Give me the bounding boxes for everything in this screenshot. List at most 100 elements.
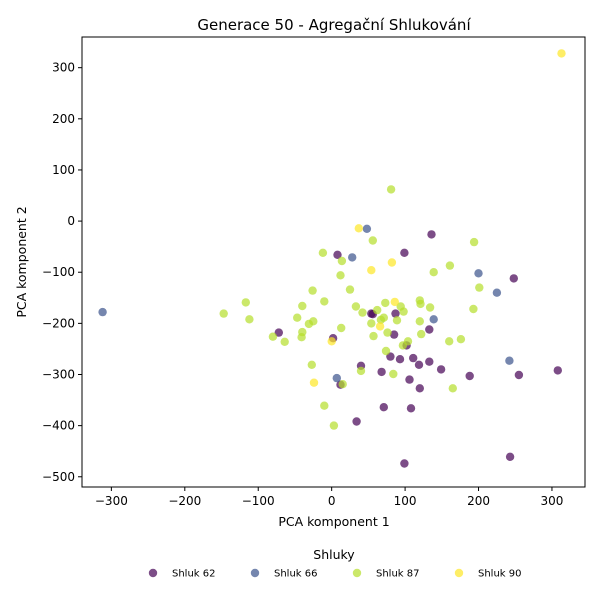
scatter-point [553,366,562,375]
scatter-point [456,335,466,344]
scatter-point [320,297,329,306]
scatter-point [377,367,386,377]
scatter-point [387,258,397,267]
scatter-point [400,459,409,468]
scatter-point [379,403,388,412]
scatter-point [400,248,409,257]
legend-marker [454,568,464,578]
scatter-point [327,337,336,346]
x-tick-label: −300 [95,494,128,508]
x-axis-title: PCA komponent 1 [278,514,389,529]
scatter-point [429,315,438,324]
scatter-point [337,256,347,266]
legend-label: Shluk 62 [172,569,216,580]
y-tick-label: 300 [52,61,75,75]
scatter-point [389,330,399,339]
scatter-point [505,356,514,365]
scatter-point [425,303,435,312]
x-tick-label: −100 [242,494,275,508]
x-tick-label: 100 [394,494,417,508]
scatter-point [425,325,434,334]
scatter-point [293,313,302,322]
scatter-point [241,298,250,307]
scatter-point [309,317,318,326]
scatter-point [298,301,307,311]
scatter-point [445,261,455,270]
scatter-point [333,250,342,259]
scatter-point [409,353,418,363]
scatter-point [509,274,518,283]
x-tick-label: 200 [467,494,490,508]
scatter-point [492,288,502,297]
y-tick-label: −500 [42,470,75,484]
scatter-point [356,366,366,376]
y-tick-label: 200 [52,112,75,126]
scatter-point [391,309,400,318]
scatter-point [469,304,478,314]
scatter-point [362,224,372,233]
scatter-point [386,185,396,194]
scatter-point [417,329,426,339]
x-axis: −300 −200 −100 0 100 200 300 [95,487,564,508]
scatter-point [320,401,329,410]
legend-label: Shluk 90 [478,569,522,580]
y-tick-label: −300 [42,368,75,382]
scatter-point [98,307,107,317]
chart-title: Generace 50 - Agregační Shlukování [197,16,471,34]
scatter-point [427,230,436,239]
x-tick-label: 300 [541,494,564,508]
scatter-point [351,302,361,311]
scatter-point [348,253,357,262]
legend-label: Shluk 66 [274,569,318,580]
scatter-point [416,299,425,309]
scatter-point [375,322,385,331]
y-tick-label: −200 [42,316,75,330]
scatter-point [474,269,483,278]
scatter-point [399,307,408,316]
legend-marker [148,568,158,578]
legend: Shluk 62 Shluk 66 Shluk 87 Shluk 90 [148,568,522,580]
scatter-point [405,375,414,384]
y-axis-title: PCA komponent 2 [14,206,29,317]
scatter-point [367,266,376,275]
scatter-point [557,49,566,58]
scatter-point [514,370,524,380]
scatter-point [268,332,278,341]
scatter-point [445,337,454,346]
scatter-point [352,417,361,426]
scatter-point [390,297,399,307]
scatter-point [338,380,347,389]
y-tick-label: −400 [42,419,75,433]
scatter-point [425,357,434,366]
scatter-point [436,365,446,374]
y-tick-label: 100 [52,163,75,177]
scatter-point [298,327,307,337]
scatter-point [373,305,382,315]
x-tick-label: 0 [328,494,336,508]
scatter-point [379,313,388,322]
legend-marker [250,568,260,578]
y-tick-label: −100 [42,265,75,279]
scatter-point [448,384,457,393]
scatter-point [368,236,377,245]
scatter-point [332,373,341,383]
scatter-point [415,384,424,393]
scatter-point [358,308,367,317]
scatter-point [429,268,438,277]
plot-points [98,49,566,468]
legend-marker [352,568,362,578]
scatter-point [395,355,405,364]
scatter-point [381,346,391,356]
scatter-point [309,378,319,387]
scatter-point [389,369,398,379]
scatter-point [354,224,363,233]
scatter-point [329,421,339,430]
legend-title: Shluky [313,547,355,562]
scatter-point [337,323,346,333]
scatter-point [245,315,254,324]
scatter-point [383,328,392,337]
scatter-point [367,319,376,328]
scatter-point [274,328,283,337]
scatter-point [475,283,484,292]
scatter-point [415,317,424,326]
